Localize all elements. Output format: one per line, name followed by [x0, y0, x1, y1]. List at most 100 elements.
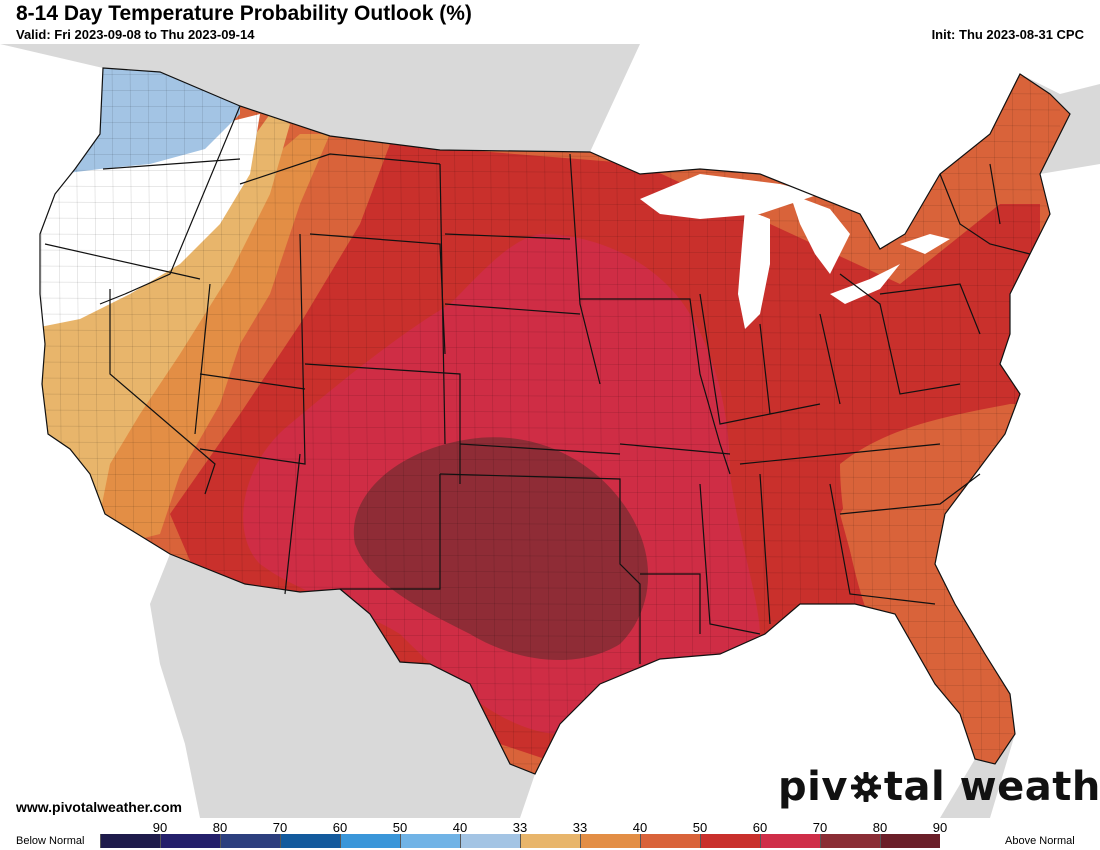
border-or-ca-nv [44, 243, 201, 280]
border-ia-mo-il [580, 298, 731, 475]
atlantic-ocean [935, 164, 1100, 818]
legend-swatch [820, 834, 880, 848]
border-az-nm [284, 453, 301, 595]
legend-above-label: Above Normal [1005, 835, 1075, 847]
legend-tick-label: 90 [152, 820, 168, 835]
border-wa-or [102, 158, 241, 170]
border-ok-tx [439, 473, 641, 664]
border-mt-north [239, 153, 441, 185]
valid-dates: Valid: Fri 2023-09-08 to Thu 2023-09-14 [16, 27, 255, 42]
field-above-80-90 [353, 437, 649, 661]
county-line [597, 68, 605, 774]
border-tn-ky [739, 443, 941, 465]
legend-tick-label: 90 [932, 820, 948, 835]
county-line [40, 521, 1061, 527]
county-line [975, 68, 983, 774]
legend-tick-label: 40 [452, 820, 468, 835]
legend-swatch [640, 834, 700, 848]
county-line [507, 68, 515, 774]
county-line [40, 377, 1061, 383]
county-line [40, 537, 1061, 543]
gear-icon [850, 772, 881, 802]
border-nv-ut [194, 283, 211, 435]
legend-tick-label: 50 [392, 820, 408, 835]
border-nc-sc [839, 473, 981, 515]
legend-tick-label: 80 [212, 820, 228, 835]
border-ca-nv [109, 289, 216, 495]
legend-tick-label: 70 [812, 820, 828, 835]
legend-tick-label: 80 [872, 820, 888, 835]
legend-swatch [100, 834, 160, 848]
county-line [40, 393, 1061, 399]
county-line [939, 68, 947, 774]
legend-swatch [880, 834, 940, 848]
legend-swatch [340, 834, 400, 848]
canada-water-area [590, 44, 1100, 249]
border-ga-fl [829, 483, 936, 605]
legend-swatch [520, 834, 580, 848]
logo-text-left: piv [778, 764, 848, 810]
legend-colorbar: Below Normal Above Normal 90 80 70 60 50 40 33… [0, 818, 1100, 850]
legend-swatch [580, 834, 640, 848]
county-line [40, 329, 1061, 335]
chart-header: 8-14 Day Temperature Probability Outlook… [0, 0, 1100, 44]
county-line [40, 441, 1061, 447]
border-ut-co-az [199, 233, 306, 465]
county-line [957, 68, 965, 774]
county-line [489, 68, 497, 774]
county-line [40, 281, 1061, 287]
border-wa-id-or [99, 105, 241, 305]
county-line [40, 457, 1061, 463]
county-line [471, 68, 479, 774]
lake-huron [790, 194, 850, 274]
county-line [40, 345, 1061, 351]
county-line [525, 68, 533, 774]
border-pa-ny [879, 283, 981, 335]
county-line [40, 297, 1061, 303]
county-line [40, 425, 1061, 431]
border-ny-ne [939, 173, 1031, 255]
legend-swatch [280, 834, 340, 848]
county-line [40, 473, 1061, 479]
legend-tick-label: 33 [572, 820, 588, 835]
lake-ontario [900, 234, 950, 254]
pacific-ocean [0, 44, 200, 818]
legend-tick-label: 33 [512, 820, 528, 835]
county-line [993, 68, 1001, 774]
lake-michigan [738, 209, 770, 329]
county-line [40, 553, 1061, 559]
border-al [759, 473, 771, 625]
legend-tick-label: 50 [692, 820, 708, 835]
website-url: www.pivotalweather.com [16, 799, 182, 815]
border-co-ks [304, 363, 461, 484]
border-ks-ok [459, 443, 621, 455]
county-line [40, 409, 1061, 415]
county-line [561, 68, 569, 774]
border-mo-ar [619, 443, 731, 455]
init-date: Init: Thu 2023-08-31 CPC [931, 27, 1084, 42]
legend-tick-label: 60 [752, 820, 768, 835]
border-il-in [699, 293, 821, 425]
border-mt-dakotas [439, 163, 446, 445]
pivotal-weather-logo: piv tal weather [778, 764, 1100, 810]
lake-erie [830, 264, 900, 304]
outlook-map [0, 44, 1100, 818]
border-vt-nh [989, 163, 1001, 225]
legend-swatch [760, 834, 820, 848]
legend-below-label: Below Normal [16, 835, 85, 847]
legend-swatch [160, 834, 220, 848]
border-nm-tx [340, 474, 441, 590]
county-line [40, 249, 1061, 255]
border-ar-la [640, 573, 701, 634]
legend-tick-label: 70 [272, 820, 288, 835]
field-below-33-40 [60, 68, 240, 174]
lake-superior [640, 174, 820, 219]
border-nd-sd [444, 233, 571, 240]
border-ut-wy [199, 373, 306, 390]
legend-swatch [460, 834, 520, 848]
county-line [579, 68, 587, 774]
legend-tick-label: 60 [332, 820, 348, 835]
border-in-oh [759, 313, 841, 415]
gulf-of-mexico [520, 604, 975, 818]
county-line [40, 489, 1061, 495]
